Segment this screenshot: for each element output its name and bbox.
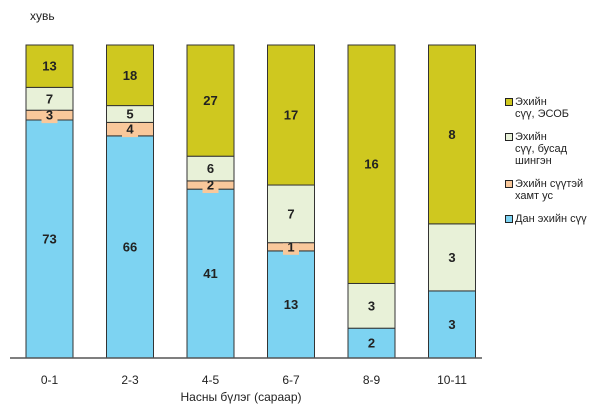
x-tick-label-8-9: 8-9 xyxy=(363,373,381,387)
data-label-8-9-s2: 3 xyxy=(368,298,375,313)
bar-segment-8-9-s2 xyxy=(347,282,396,329)
legend-item-s1: Эхийн сүүтэй хамт ус xyxy=(505,178,615,202)
data-label-4-5-s2: 6 xyxy=(207,161,214,176)
data-label-4-5-s3: 27 xyxy=(203,93,217,108)
data-label-8-9-s0: 2 xyxy=(368,336,375,351)
y-axis-label: хувь xyxy=(30,9,55,23)
data-label-2-3-s3: 18 xyxy=(123,68,137,83)
data-label-6-7-s3: 17 xyxy=(284,108,298,123)
legend-swatch-s3 xyxy=(505,98,513,106)
legend-swatch-s0 xyxy=(505,215,513,223)
bar-segment-8-9-s3 xyxy=(347,44,396,284)
data-label-4-5-s0: 41 xyxy=(203,266,217,281)
legend-label-s2: Эхийн сүү, бусад шингэн xyxy=(515,131,568,167)
data-label-10-11-s3: 8 xyxy=(448,127,455,142)
legend-label-s3: Эхийн сүү, ЭСОБ xyxy=(515,96,569,120)
legend-label-s0: Дан эхийн сүү xyxy=(515,213,587,225)
x-tick-label-10-11: 10-11 xyxy=(437,373,467,387)
data-label-0-1-s1: 3 xyxy=(46,108,53,123)
data-label-2-3-s1: 4 xyxy=(126,122,134,137)
legend-swatch-s2 xyxy=(505,133,513,141)
legend-item-s3: Эхийн сүү, ЭСОБ xyxy=(505,96,615,120)
bar-segment-0-1-s3 xyxy=(25,44,74,88)
legend-label-s1: Эхийн сүүтэй хамт ус xyxy=(515,178,584,202)
data-label-2-3-s2: 5 xyxy=(126,106,133,121)
bar-segment-6-7-s2 xyxy=(267,184,315,244)
data-label-bg-0-1-s1 xyxy=(41,107,58,124)
bar-segment-6-7-s3 xyxy=(267,44,315,186)
data-label-6-7-s0: 13 xyxy=(284,297,298,312)
legend-item-s0: Дан эхийн сүү xyxy=(505,213,615,225)
x-tick-label-0-1: 0-1 xyxy=(41,373,59,387)
data-label-10-11-s2: 3 xyxy=(448,250,455,265)
data-label-4-5-s1: 2 xyxy=(207,178,214,193)
data-label-2-3-s0: 66 xyxy=(123,239,137,254)
x-tick-label-6-7: 6-7 xyxy=(282,373,300,387)
legend: Эхийн сүү, ЭСОБ Эхийн сүү, бусад шингэн Эх… xyxy=(505,96,615,236)
data-label-0-1-s0: 73 xyxy=(42,231,56,246)
legend-item-s2: Эхийн сүү, бусад шингэн xyxy=(505,131,615,167)
bar-segment-4-5-s2 xyxy=(186,155,235,182)
data-label-0-1-s3: 13 xyxy=(42,59,56,74)
data-label-bg-2-3-s1 xyxy=(122,121,138,138)
bar-segment-10-11-s3 xyxy=(428,44,476,225)
bar-segment-4-5-s3 xyxy=(186,44,235,157)
x-axis-label: Насны бүлэг (сараар) xyxy=(180,390,302,404)
data-label-8-9-s3: 16 xyxy=(364,157,378,172)
bar-segment-10-11-s2 xyxy=(428,223,476,292)
bar-segment-4-5-s0 xyxy=(186,188,235,359)
data-label-10-11-s0: 3 xyxy=(448,317,455,332)
data-label-0-1-s2: 7 xyxy=(46,91,53,106)
bar-segment-2-3-s3 xyxy=(106,44,154,107)
x-tick-label-4-5: 4-5 xyxy=(202,373,220,387)
x-tick-label-2-3: 2-3 xyxy=(121,373,139,387)
legend-swatch-s1 xyxy=(505,180,513,188)
data-label-6-7-s1: 1 xyxy=(287,239,294,254)
bar-segment-0-1-s0 xyxy=(25,119,74,359)
data-label-6-7-s2: 7 xyxy=(287,206,294,221)
